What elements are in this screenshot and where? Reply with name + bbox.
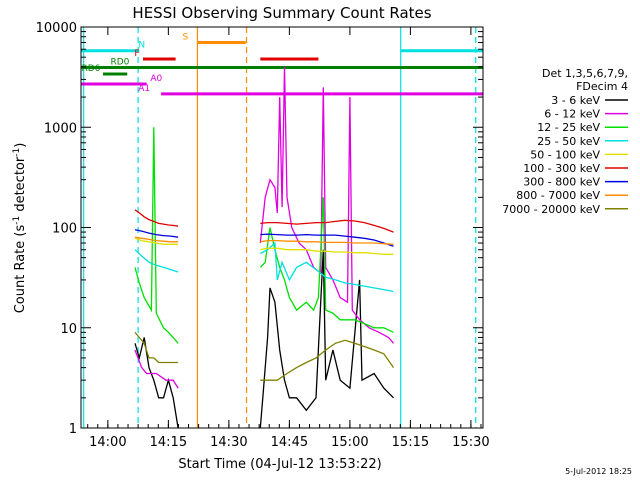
y-tick-label-1: 10 (60, 322, 77, 337)
x-tick-label-2: 14:30 (210, 435, 247, 450)
legend-label-4: 50 - 100 keV (530, 148, 600, 161)
series-8-segment-1 (260, 339, 395, 381)
series-6-segment-1 (260, 233, 394, 247)
footer-timestamp: 5-Jul-2012 18:25 (565, 467, 632, 476)
y-axis-label-end: ) (13, 143, 28, 148)
y-axis-label-sup-1: -1 (12, 216, 22, 225)
legend-label-2: 12 - 25 keV (537, 121, 600, 134)
series-2-segment-1 (259, 197, 394, 333)
x-tick-label-6: 15:30 (452, 435, 489, 450)
y-tick-label-3: 1000 (44, 121, 77, 136)
series-3-segment-1 (259, 241, 394, 293)
x-axis-label: Start Time (04-Jul-12 13:53:22) (178, 457, 381, 472)
flag-label-7: A0 (150, 74, 162, 84)
flag-label-3: F (134, 49, 139, 59)
x-axis: 14:00 14:15 14:30 14:45 15:00 15:15 15:30 (87, 27, 490, 450)
legend-label-5: 100 - 300 keV (523, 162, 600, 175)
series-4-segment-1 (260, 247, 394, 255)
series-5-segment-1 (260, 219, 394, 233)
series-7-segment-1 (260, 239, 394, 245)
legend-label-1: 6 - 12 keV (544, 108, 600, 121)
legend-label-8: 7000 - 20000 keV (502, 203, 600, 216)
chart-title: HESSI Observing Summary Count Rates (132, 4, 431, 22)
x-tick-label-5: 15:15 (392, 435, 429, 450)
flag-label-0: N (138, 41, 145, 51)
series-0-segment-1 (259, 249, 394, 429)
legend-title-line-2: FDecim 4 (576, 80, 628, 93)
legend-title-line-1: Det 1,3,5,6,7,9, (542, 67, 628, 80)
legend-label-0: 3 - 6 keV (551, 94, 600, 107)
flag-label-2: S (182, 33, 188, 43)
legend-label-7: 800 - 7000 keV (516, 189, 600, 202)
flag-label-5: RD0 (111, 57, 130, 67)
series-lines (134, 66, 395, 429)
series-4-segment-0 (134, 237, 179, 245)
legend-label-3: 25 - 50 keV (537, 135, 600, 148)
series-3-segment-0 (134, 249, 179, 273)
y-axis: 1 10 100 1000 10000 (36, 21, 483, 437)
y-axis-label-mid: detector (13, 156, 28, 216)
legend-label-6: 300 - 800 keV (523, 176, 600, 189)
x-tick-label-0: 14:00 (89, 435, 126, 450)
flag-label-6: RD6 (81, 64, 100, 74)
y-axis-label-sup-2: -1 (12, 148, 22, 157)
y-axis-label: Count Rate (s-1 detector-1) (12, 143, 28, 314)
series-1-segment-1 (259, 66, 394, 344)
series-6-segment-0 (134, 229, 179, 238)
y-tick-label-2: 100 (52, 222, 77, 237)
series-8-segment-0 (134, 331, 179, 364)
series-0-segment-0 (134, 337, 179, 429)
y-tick-label-4: 10000 (36, 21, 77, 36)
x-tick-label-3: 14:45 (271, 435, 308, 450)
series-5-segment-0 (134, 209, 179, 227)
series-2-segment-0 (134, 127, 179, 344)
series-7-segment-0 (134, 236, 179, 243)
flag-label-8: A1 (138, 84, 150, 94)
y-axis-label-main: Count Rate (s (13, 225, 28, 314)
series-1-segment-0 (134, 349, 179, 389)
x-tick-label-1: 14:15 (150, 435, 187, 450)
x-tick-label-4: 15:00 (331, 435, 368, 450)
y-tick-label-0: 1 (69, 422, 77, 437)
